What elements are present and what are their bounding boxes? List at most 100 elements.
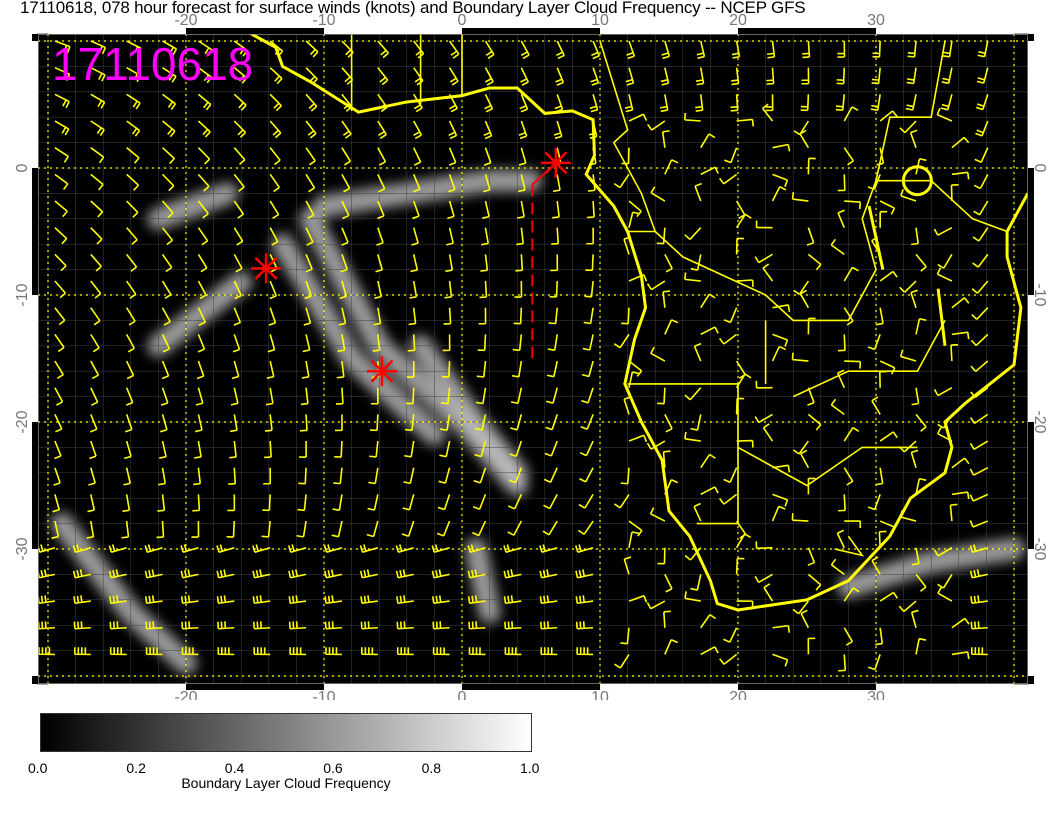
wind-barb: [438, 467, 451, 484]
wind-barb: [837, 209, 845, 228]
wind-barb: [503, 569, 522, 579]
wind-barb: [575, 569, 594, 579]
wind-barb: [628, 273, 648, 282]
wind-barb: [122, 494, 131, 513]
wind-barb: [941, 67, 953, 85]
wind-barb: [879, 210, 888, 228]
wind-barb: [373, 307, 382, 326]
wind-barb: [410, 254, 419, 273]
wind-barb: [837, 334, 846, 352]
wind-barb: [472, 520, 487, 537]
wind-barb: [723, 627, 738, 643]
wind-barb: [520, 40, 530, 60]
wind-barb: [583, 307, 594, 325]
lon-tick-label: 30: [867, 689, 885, 700]
wind-barb: [90, 253, 102, 272]
wind-barb: [969, 520, 989, 528]
wind-barb: [555, 67, 565, 86]
wind-barb: [54, 360, 64, 380]
wind-barb: [838, 654, 847, 672]
wind-barb: [341, 147, 352, 166]
wind-barb: [581, 360, 594, 378]
star-marker: [540, 147, 571, 178]
wind-barb: [145, 621, 163, 630]
lat-tick-label: -20: [1031, 410, 1048, 433]
wind-barb: [911, 387, 920, 406]
wind-barb: [878, 530, 887, 548]
wind-barb: [937, 573, 953, 589]
wind-barb: [445, 254, 454, 273]
wind-barb: [723, 467, 738, 484]
wind-barb: [413, 40, 425, 59]
wind-barb: [360, 595, 378, 605]
wind-barb: [799, 289, 810, 309]
wind-barb: [376, 227, 384, 246]
wind-barb: [396, 621, 414, 630]
wind-barb: [582, 334, 594, 351]
wind-barb: [483, 147, 492, 166]
lon-tick-label: -20: [174, 12, 197, 29]
wind-barb: [263, 467, 272, 485]
wind-barb: [754, 253, 773, 264]
wind-barb: [233, 307, 242, 326]
wind-barb: [477, 334, 487, 352]
wind-barb: [915, 157, 927, 175]
wind-barb: [969, 544, 989, 553]
wind-barb: [911, 227, 919, 246]
wind-barb: [844, 520, 862, 529]
wind-barb: [296, 520, 307, 538]
wind-barb: [124, 440, 132, 460]
wind-barb: [700, 133, 716, 149]
lat-scale-segment: [1028, 549, 1034, 676]
wind-barb: [181, 647, 199, 656]
wind-barb: [838, 494, 846, 512]
wind-barb: [969, 413, 989, 425]
wind-barb: [970, 360, 989, 373]
wind-barb: [88, 467, 96, 486]
wind-barb: [514, 281, 523, 298]
wind-barb: [73, 595, 91, 605]
wind-barb: [90, 120, 105, 137]
lon-tick-label: 0: [458, 689, 467, 700]
wind-barb: [661, 40, 671, 60]
wind-barb: [503, 595, 522, 605]
wind-barb: [197, 200, 209, 219]
wind-barb: [448, 147, 457, 166]
wind-barb: [933, 226, 953, 236]
wind-barb: [626, 40, 636, 60]
wind-barb: [338, 307, 347, 326]
wind-barb: [867, 174, 881, 191]
wind-barb: [512, 334, 523, 352]
wind-barb: [735, 373, 752, 389]
wind-barb: [197, 227, 209, 246]
wind-barb: [973, 173, 989, 190]
wind-barb: [802, 40, 811, 59]
wind-barb: [871, 236, 881, 255]
wind-barb: [437, 494, 451, 511]
wind-barb: [54, 66, 71, 81]
wind-barb: [664, 479, 679, 495]
wind-barb: [161, 227, 174, 246]
wind-barb: [366, 520, 379, 538]
wind-barb: [911, 547, 920, 566]
wind-barb: [807, 477, 816, 495]
wind-barb: [158, 467, 167, 486]
wind-barb: [898, 440, 917, 453]
wind-barb: [540, 621, 558, 630]
wind-barb: [969, 440, 989, 450]
wind-barb: [664, 253, 673, 273]
wind-barb: [126, 227, 138, 245]
lon-tick-label: -10: [312, 689, 335, 700]
wind-barb: [613, 493, 630, 509]
wind-barb: [413, 93, 423, 113]
wind-barb: [830, 238, 845, 256]
wind-barb: [969, 493, 989, 502]
wind-barb: [233, 147, 246, 165]
wind-barb: [72, 544, 92, 553]
wind-barb: [936, 427, 953, 442]
date-stamp: 17110618: [52, 38, 253, 90]
wind-barb: [915, 573, 927, 592]
wind-barb: [700, 453, 716, 469]
wind-barb: [181, 621, 199, 630]
wind-barb: [54, 253, 67, 272]
